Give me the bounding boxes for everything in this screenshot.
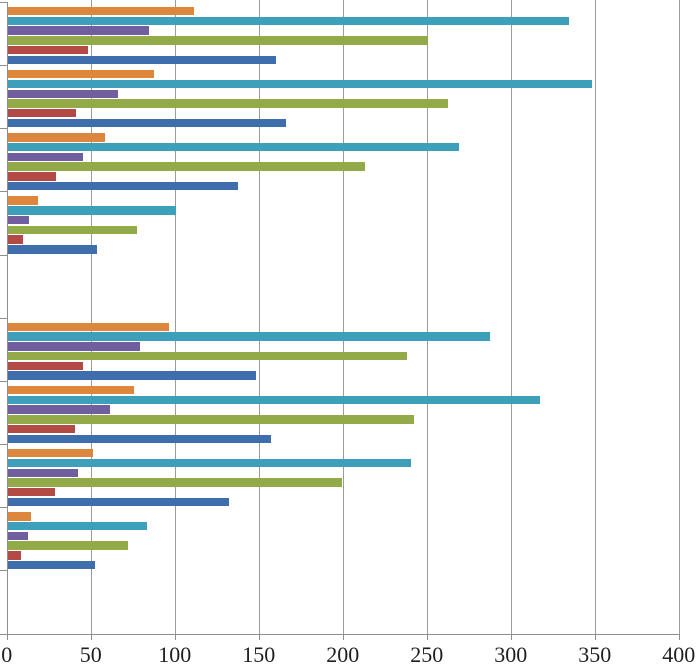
bar-series-teal — [7, 79, 593, 89]
bar-series-orange — [7, 196, 38, 205]
bar-series-green — [7, 351, 408, 361]
bar-series-teal — [7, 16, 569, 26]
value-axis-tick — [258, 633, 260, 641]
bar-series-blue — [7, 181, 238, 191]
bar-series-red — [7, 361, 84, 371]
bar-series-teal — [7, 206, 176, 215]
value-axis-tick-label: 300 — [494, 642, 528, 667]
bar-series-green — [7, 162, 366, 171]
value-axis-tick-label: 200 — [326, 642, 360, 667]
bar-series-teal — [7, 521, 147, 531]
category-axis-tick — [0, 128, 7, 130]
vertical-gridline — [678, 0, 680, 634]
value-axis-tick-label: 0 — [1, 642, 13, 667]
bar-series-purple — [7, 405, 110, 414]
vertical-gridline — [342, 0, 344, 634]
bar-series-blue — [7, 497, 230, 507]
value-axis-tick — [6, 633, 8, 641]
bar-series-red — [7, 235, 23, 244]
category-axis-line — [6, 2, 8, 634]
bar-series-purple — [7, 468, 79, 477]
bar-series-green — [7, 415, 415, 424]
value-axis-tick — [174, 633, 176, 641]
value-axis-tick-label: 50 — [79, 642, 102, 667]
bar-series-orange — [7, 385, 134, 395]
bar-series-blue — [7, 560, 95, 570]
bar-series-purple — [7, 531, 28, 541]
value-axis-tick — [678, 633, 680, 641]
bar-series-red — [7, 424, 75, 434]
bar-series-purple — [7, 215, 30, 225]
bar-series-orange — [7, 133, 105, 142]
value-axis-tick — [426, 633, 428, 641]
value-axis-tick-label: 350 — [578, 642, 612, 667]
category-axis-tick — [0, 570, 7, 572]
category-axis-tick — [0, 2, 7, 3]
vertical-gridline — [258, 0, 260, 634]
bar-series-purple — [7, 89, 119, 98]
bar-series-green — [7, 99, 448, 108]
value-axis-tick — [90, 633, 92, 641]
value-axis-tick-label: 400 — [662, 642, 696, 667]
bar-series-blue — [7, 245, 97, 254]
value-axis-tick-label: 100 — [158, 642, 192, 667]
bar-series-purple — [7, 342, 141, 351]
vertical-gridline — [426, 0, 428, 634]
bar-series-green — [7, 225, 137, 235]
bar-series-red — [7, 488, 55, 497]
category-axis-tick — [0, 191, 7, 193]
bar-series-orange — [7, 6, 194, 16]
category-axis-tick — [0, 380, 7, 382]
value-axis-tick — [510, 633, 512, 641]
vertical-gridline — [510, 0, 512, 634]
category-axis-tick — [0, 444, 7, 446]
bar-series-orange — [7, 322, 169, 332]
value-axis-tick-label: 250 — [410, 642, 444, 667]
category-axis-tick — [0, 507, 7, 509]
bar-series-green — [7, 36, 428, 45]
vertical-gridline — [90, 0, 92, 634]
bar-series-blue — [7, 371, 257, 380]
value-axis-tick-label: 150 — [242, 642, 276, 667]
bar-series-red — [7, 109, 77, 118]
bar-series-green — [7, 478, 342, 487]
vertical-gridline — [174, 0, 176, 634]
bar-series-orange — [7, 512, 32, 521]
bar-series-orange — [7, 449, 94, 458]
bar-series-teal — [7, 458, 411, 468]
bar-series-blue — [7, 55, 277, 65]
bar-series-teal — [7, 395, 541, 404]
bar-series-blue — [7, 118, 287, 128]
bar-series-orange — [7, 70, 154, 79]
value-axis-tick — [594, 633, 596, 641]
bar-series-purple — [7, 26, 149, 35]
bar-series-red — [7, 551, 21, 560]
vertical-gridline — [594, 0, 596, 634]
bar-series-teal — [7, 142, 460, 152]
category-axis-tick — [0, 65, 7, 67]
category-axis-tick — [0, 317, 7, 319]
bar-series-red — [7, 45, 89, 55]
bar-series-blue — [7, 434, 272, 443]
bar-series-teal — [7, 332, 490, 341]
category-axis-tick — [0, 254, 7, 256]
bar-series-green — [7, 541, 129, 550]
bar-series-red — [7, 172, 57, 181]
value-axis-tick — [342, 633, 344, 641]
category-axis-tick — [0, 633, 7, 635]
bar-series-purple — [7, 152, 84, 162]
